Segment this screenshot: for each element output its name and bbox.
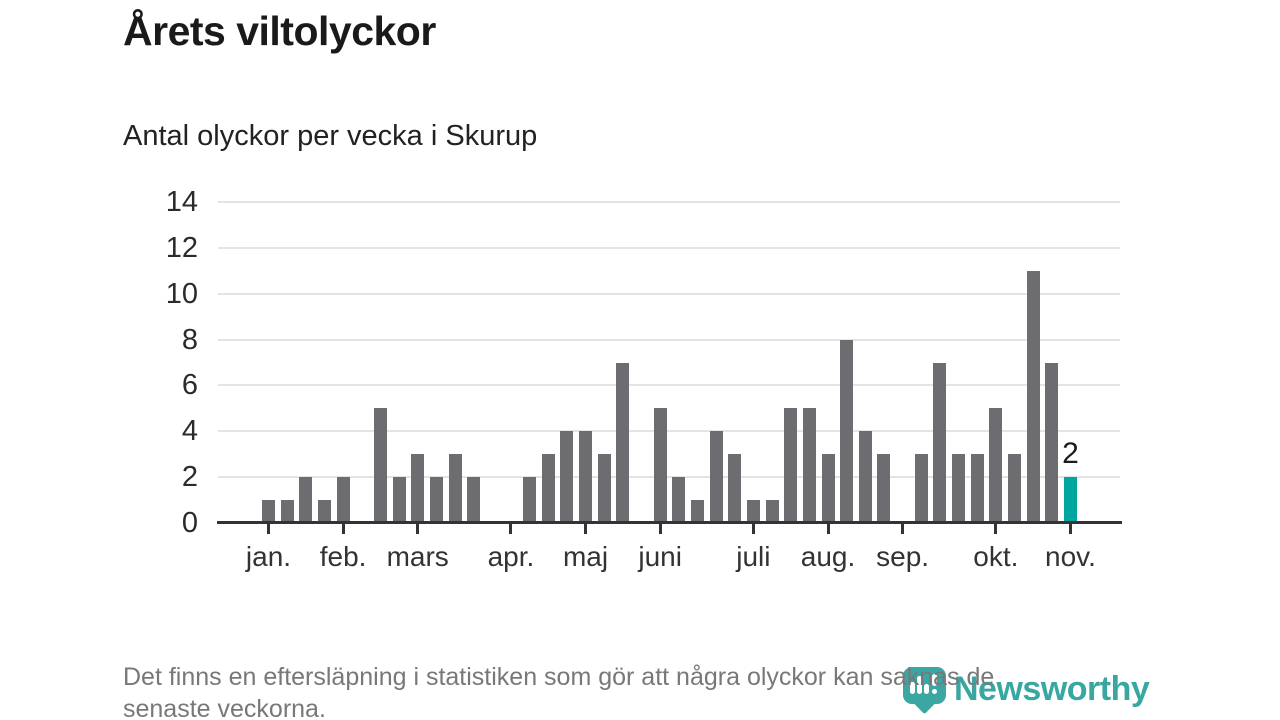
month-label: juli	[736, 541, 771, 572]
bar-week	[765, 500, 779, 523]
month-tick	[341, 524, 345, 534]
bar-week	[784, 408, 798, 523]
month-tick	[658, 524, 662, 534]
month-label: aug.	[800, 541, 856, 572]
y-axis-tick-label: 12	[165, 231, 198, 264]
gridline	[218, 430, 1120, 433]
y-axis-tick-label: 14	[165, 186, 198, 218]
bar-week	[579, 431, 593, 523]
last-bar-value-label: 2	[1062, 437, 1079, 471]
bar-week	[877, 454, 891, 523]
bar-week	[560, 431, 574, 523]
logo-exclamation-bar	[932, 674, 937, 686]
newsworthy-logo-text: Newsworthy	[954, 670, 1150, 708]
plot-area: 2	[218, 201, 1120, 523]
month-tick	[994, 524, 998, 534]
bar-week	[373, 408, 387, 523]
footnote-line: senaste veckorna.	[123, 694, 326, 720]
bar-week	[616, 362, 630, 523]
bar-week	[280, 500, 294, 523]
chart-subtitle: Antal olyckor per vecka i Skurup	[123, 120, 538, 152]
month-tick	[416, 524, 420, 534]
footnote: Det finns en eftersläpning i statistiken…	[123, 662, 994, 720]
logo-bar	[924, 684, 929, 694]
bar-week	[523, 477, 537, 523]
bar-week	[336, 477, 350, 523]
bar-week	[970, 454, 984, 523]
footnote-line: Det finns en eftersläpning i statistiken…	[123, 663, 995, 691]
bar-week	[1008, 454, 1021, 523]
month-label: juni	[638, 541, 682, 572]
bar-week	[1026, 270, 1040, 523]
y-axis-tick-label: 6	[181, 369, 198, 402]
bar-week	[746, 500, 760, 523]
bar-week	[1045, 362, 1059, 523]
y-axis-tick-label: 0	[181, 507, 198, 539]
bar-week	[933, 362, 947, 523]
month-label: maj	[562, 541, 609, 572]
bar-week	[690, 500, 704, 523]
gridline	[218, 384, 1120, 387]
bar-week	[448, 454, 462, 523]
month-tick	[751, 524, 755, 534]
month-label: jan.	[245, 541, 292, 572]
month-tick	[826, 524, 830, 534]
y-axis-tick-label: 2	[181, 461, 198, 494]
gridline	[218, 476, 1120, 479]
bar-week	[952, 454, 966, 523]
month-label: okt.	[973, 541, 1019, 572]
bar-week	[262, 500, 275, 523]
month-label: apr.	[487, 541, 535, 572]
bar-week	[392, 477, 406, 523]
y-axis-tick-label: 10	[165, 277, 198, 310]
bar-week	[672, 477, 686, 523]
bar-week	[653, 408, 667, 523]
bar-week	[840, 339, 854, 523]
month-label: sep.	[876, 541, 930, 572]
month-label: feb.	[319, 541, 367, 572]
gridline	[218, 338, 1120, 341]
bar-week	[914, 454, 928, 523]
chart-title: Årets viltolyckor	[123, 8, 436, 54]
bar-week	[728, 454, 742, 523]
month-tick	[584, 524, 588, 534]
gridline	[218, 201, 1120, 203]
month-tick	[509, 524, 513, 534]
newsworthy-bubble-chart-icon	[903, 667, 946, 719]
month-tick	[1068, 524, 1072, 534]
logo-bar	[910, 682, 915, 694]
gridline	[218, 246, 1120, 249]
bar-week	[467, 477, 481, 523]
bar-week	[989, 408, 1003, 523]
y-axis-tick-label: 4	[181, 415, 198, 448]
bar-week	[299, 477, 313, 523]
bar-week	[709, 431, 723, 523]
bar-week	[429, 477, 443, 523]
y-axis-tick-label: 8	[181, 323, 198, 356]
bar-week	[858, 431, 872, 523]
month-label: nov.	[1045, 541, 1096, 572]
month-tick	[267, 524, 270, 534]
bar-week	[541, 454, 555, 523]
bar-week	[317, 500, 331, 523]
month-label: mars	[386, 541, 449, 572]
bar-week	[597, 454, 611, 523]
bar-week	[802, 408, 816, 523]
bar-week	[411, 454, 425, 523]
x-axis-line	[217, 521, 1122, 524]
logo-bar	[917, 676, 922, 694]
gridline	[218, 292, 1120, 295]
logo-exclamation-dot	[932, 689, 937, 694]
bar-highlighted-latest-week	[1063, 477, 1077, 523]
newsworthy-logo: Newsworthy	[903, 667, 1150, 719]
month-tick	[901, 524, 905, 534]
bar-week	[821, 454, 835, 523]
